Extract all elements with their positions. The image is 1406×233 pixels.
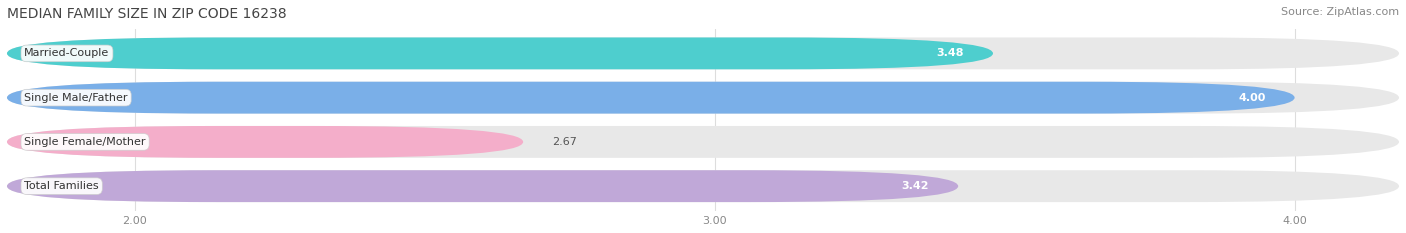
FancyBboxPatch shape	[7, 170, 1399, 202]
Text: 3.48: 3.48	[936, 48, 965, 58]
Text: Married-Couple: Married-Couple	[24, 48, 110, 58]
Text: Single Female/Mother: Single Female/Mother	[24, 137, 146, 147]
Text: 3.42: 3.42	[901, 181, 929, 191]
FancyBboxPatch shape	[7, 126, 523, 158]
Text: Single Male/Father: Single Male/Father	[24, 93, 128, 103]
FancyBboxPatch shape	[7, 82, 1399, 113]
Text: MEDIAN FAMILY SIZE IN ZIP CODE 16238: MEDIAN FAMILY SIZE IN ZIP CODE 16238	[7, 7, 287, 21]
FancyBboxPatch shape	[7, 82, 1295, 113]
Text: Total Families: Total Families	[24, 181, 98, 191]
Text: Source: ZipAtlas.com: Source: ZipAtlas.com	[1281, 7, 1399, 17]
Text: 2.67: 2.67	[553, 137, 576, 147]
FancyBboxPatch shape	[7, 170, 959, 202]
FancyBboxPatch shape	[7, 38, 993, 69]
FancyBboxPatch shape	[7, 38, 1399, 69]
Text: 4.00: 4.00	[1239, 93, 1265, 103]
FancyBboxPatch shape	[7, 126, 1399, 158]
